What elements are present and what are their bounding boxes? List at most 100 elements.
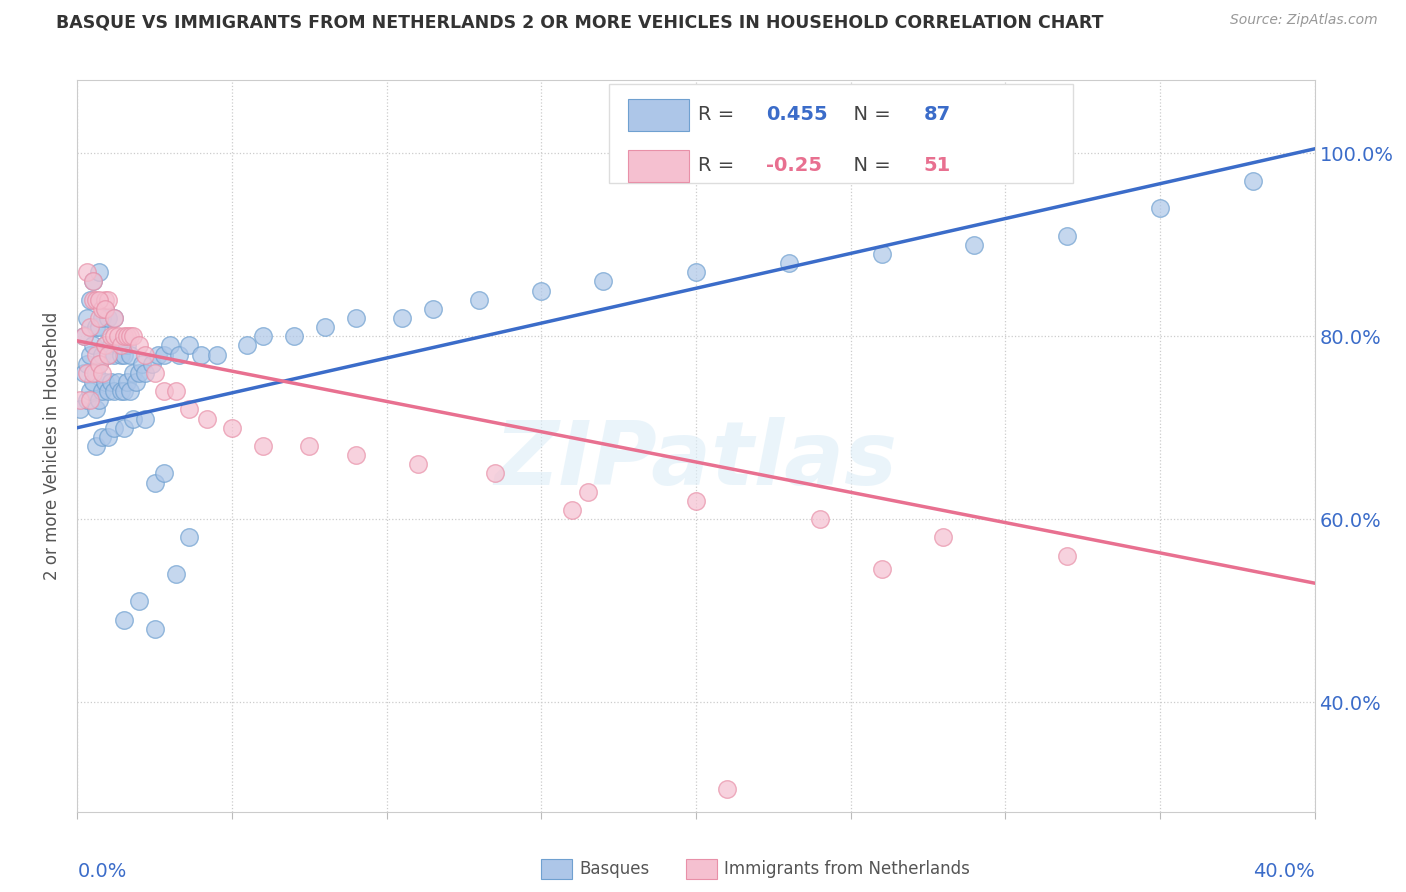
Point: [91, 301, 114, 316]
Point: [82, 293, 104, 307]
Point: [177, 402, 200, 417]
Point: [94, 293, 117, 307]
Text: 51: 51: [924, 156, 950, 176]
Text: -0.25: -0.25: [766, 156, 823, 176]
Point: [110, 348, 132, 362]
Text: 87: 87: [924, 105, 950, 124]
Point: [97, 311, 120, 326]
Point: [84, 439, 107, 453]
Point: [94, 375, 117, 389]
Text: ZIPatlas: ZIPatlas: [495, 417, 897, 504]
Point: [112, 329, 135, 343]
Point: [118, 329, 141, 343]
Text: N =: N =: [841, 156, 897, 176]
Point: [91, 348, 114, 362]
FancyBboxPatch shape: [628, 99, 689, 131]
Point: [84, 402, 107, 417]
Point: [236, 338, 259, 352]
Point: [112, 348, 135, 362]
Point: [1241, 174, 1264, 188]
Point: [141, 357, 163, 371]
Point: [165, 384, 187, 399]
Point: [79, 348, 101, 362]
Point: [76, 393, 98, 408]
Point: [685, 265, 707, 279]
Point: [107, 329, 129, 343]
Point: [870, 247, 893, 261]
Point: [107, 375, 129, 389]
Point: [716, 781, 738, 796]
Point: [69, 393, 91, 408]
Point: [79, 293, 101, 307]
Text: R =: R =: [699, 156, 741, 176]
Point: [134, 411, 156, 425]
Point: [298, 439, 321, 453]
Point: [110, 338, 132, 352]
Point: [422, 301, 444, 316]
Point: [94, 301, 117, 316]
Y-axis label: 2 or more Vehicles in Household: 2 or more Vehicles in Household: [44, 312, 62, 580]
Point: [84, 293, 107, 307]
Point: [82, 275, 104, 289]
FancyBboxPatch shape: [609, 84, 1073, 183]
Text: 0.0%: 0.0%: [77, 862, 127, 881]
Point: [153, 384, 176, 399]
Point: [153, 467, 176, 481]
Point: [134, 348, 156, 362]
Point: [84, 320, 107, 334]
Point: [252, 439, 274, 453]
Text: BASQUE VS IMMIGRANTS FROM NETHERLANDS 2 OR MORE VEHICLES IN HOUSEHOLD CORRELATIO: BASQUE VS IMMIGRANTS FROM NETHERLANDS 2 …: [56, 13, 1104, 31]
Point: [103, 384, 125, 399]
Text: N =: N =: [841, 105, 897, 124]
Point: [344, 448, 367, 462]
Point: [159, 338, 181, 352]
Point: [125, 375, 148, 389]
Point: [314, 320, 336, 334]
Point: [100, 375, 122, 389]
Point: [128, 338, 150, 352]
Text: Source: ZipAtlas.com: Source: ZipAtlas.com: [1230, 13, 1378, 28]
Point: [115, 329, 138, 343]
Point: [94, 338, 117, 352]
Point: [87, 311, 110, 326]
Point: [107, 338, 129, 352]
Point: [87, 265, 110, 279]
Point: [177, 530, 200, 544]
Point: [143, 366, 166, 380]
Point: [94, 338, 117, 352]
Point: [252, 329, 274, 343]
Point: [82, 375, 104, 389]
Point: [76, 366, 98, 380]
Point: [778, 256, 800, 270]
Point: [592, 275, 614, 289]
Point: [143, 622, 166, 636]
Point: [97, 293, 120, 307]
Point: [122, 366, 145, 380]
Point: [115, 338, 138, 352]
Point: [128, 366, 150, 380]
Point: [177, 338, 200, 352]
Point: [122, 411, 145, 425]
Point: [110, 384, 132, 399]
Point: [91, 366, 114, 380]
Point: [76, 357, 98, 371]
Point: [103, 311, 125, 326]
Point: [79, 320, 101, 334]
Point: [963, 238, 986, 252]
Text: Basques: Basques: [579, 860, 650, 878]
Point: [128, 594, 150, 608]
Point: [391, 311, 413, 326]
Point: [115, 375, 138, 389]
Point: [103, 348, 125, 362]
Point: [808, 512, 831, 526]
Point: [72, 366, 94, 380]
Point: [100, 329, 122, 343]
Point: [76, 311, 98, 326]
Point: [84, 366, 107, 380]
Point: [118, 384, 141, 399]
Point: [103, 329, 125, 343]
Point: [131, 357, 153, 371]
Point: [84, 348, 107, 362]
Point: [205, 348, 228, 362]
Point: [72, 329, 94, 343]
